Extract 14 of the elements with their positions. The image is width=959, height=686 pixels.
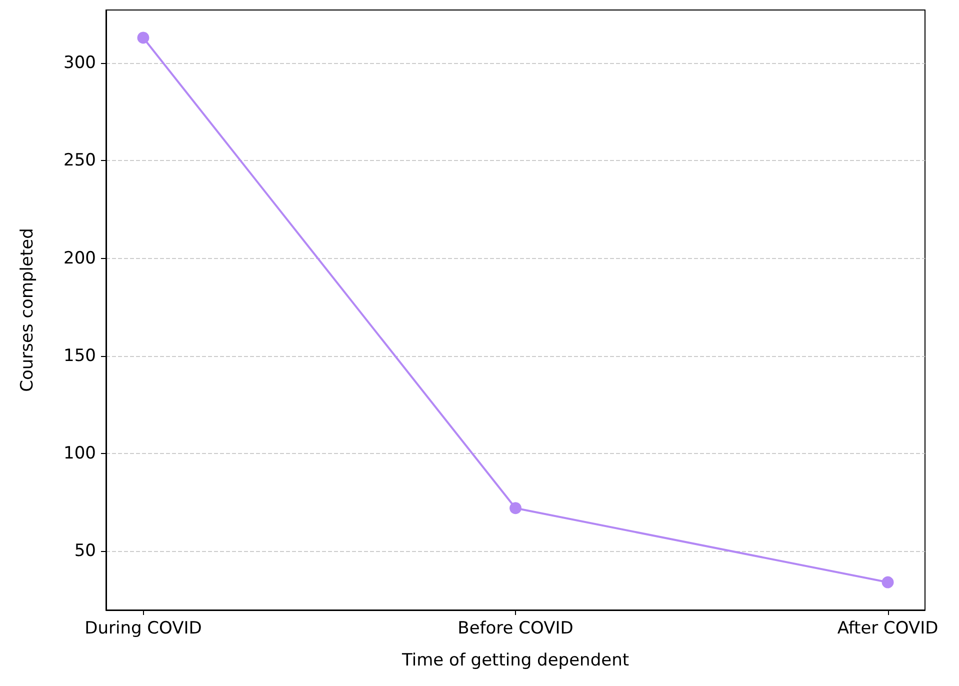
point: [137, 32, 150, 44]
point: [882, 576, 894, 588]
x-axis-title: Time of getting dependent: [400, 650, 630, 670]
y-tick-label: 300: [64, 53, 96, 74]
y-tick-label: 200: [64, 248, 96, 268]
x-tick-label: During COVID: [84, 618, 202, 638]
x-tick-label: After COVID: [837, 618, 938, 638]
point: [510, 502, 522, 514]
y-axis-title: Courses completed: [18, 228, 38, 392]
y-tick-label: 100: [64, 443, 96, 464]
y-tick-label: 50: [74, 541, 96, 562]
y-tick-label: 150: [64, 346, 96, 366]
y-tick-label: 250: [64, 150, 96, 171]
x-tick-label: Before COVID: [458, 618, 574, 638]
